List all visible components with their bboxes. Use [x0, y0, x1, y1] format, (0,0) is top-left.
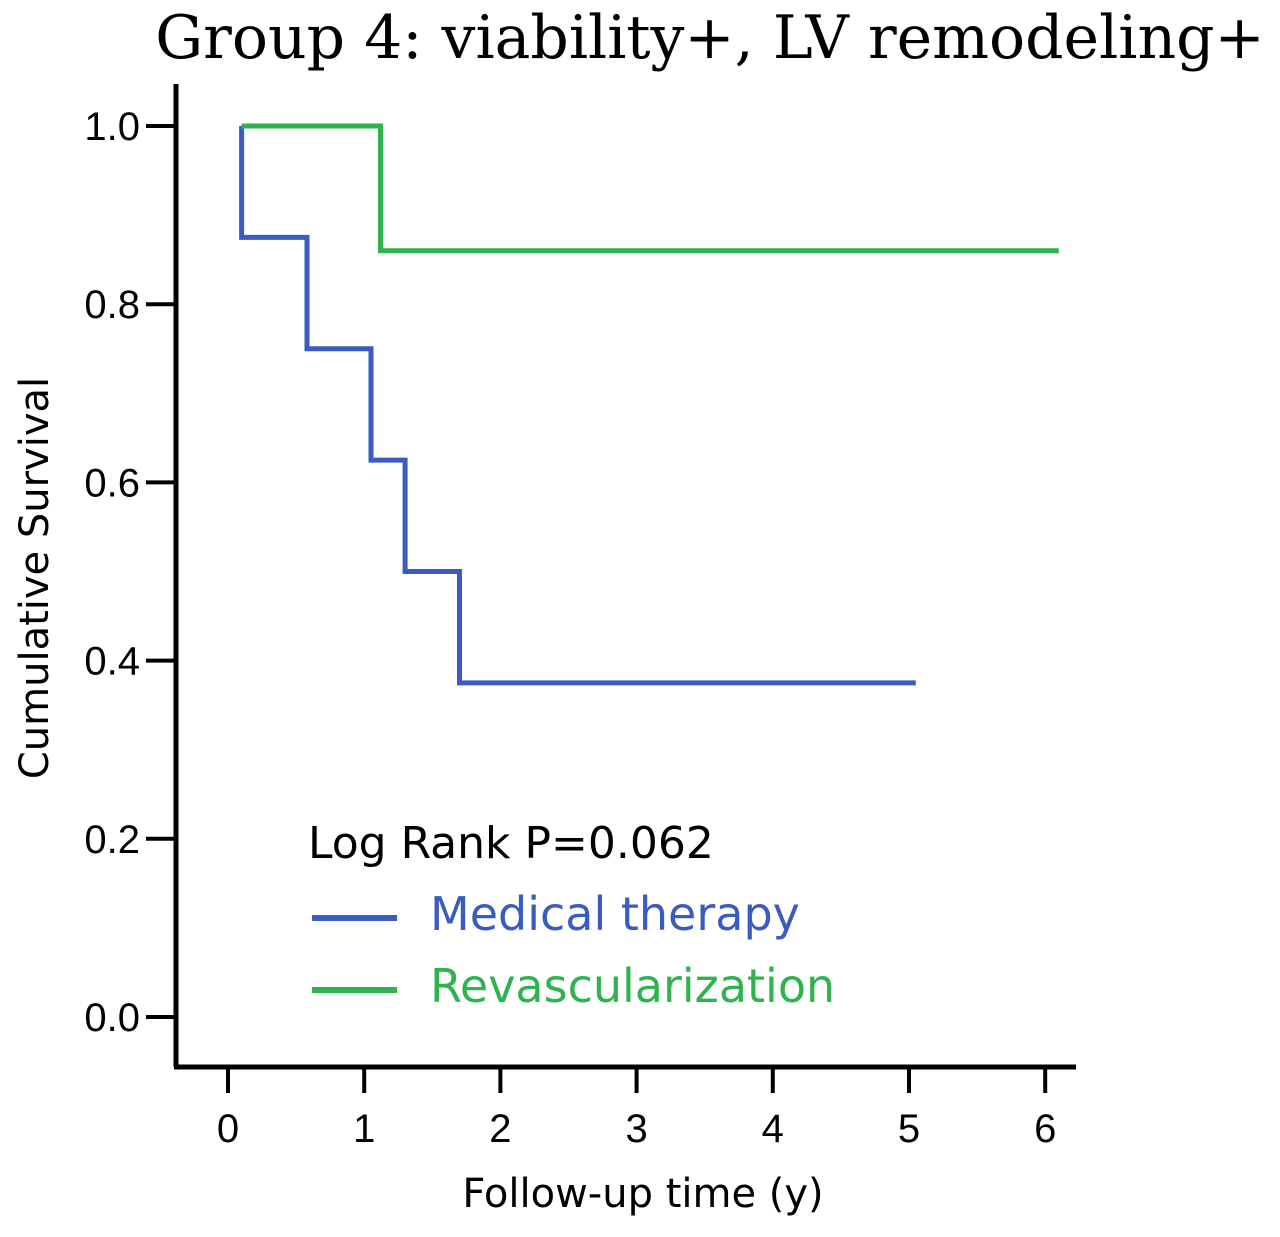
- series-layer: [239, 123, 1059, 686]
- x-tick-label: 3: [625, 1107, 647, 1151]
- y-tick-label: 0.6: [84, 461, 140, 505]
- x-tick-label: 6: [1034, 1107, 1056, 1151]
- x-axis-label: Follow-up time (y): [462, 1171, 823, 1217]
- legend-label-medical-therapy: Medical therapy: [430, 887, 800, 941]
- x-tick-label: 2: [489, 1107, 511, 1151]
- x-tick-label: 1: [353, 1107, 375, 1151]
- x-tick-label: 0: [217, 1107, 239, 1151]
- legend-label-revascularization: Revascularization: [430, 959, 835, 1013]
- legend: Medical therapy Revascularization: [312, 887, 835, 1013]
- y-tick-label: 0.2: [84, 818, 140, 862]
- chart-title: Group 4: viability+, LV remodeling+: [155, 3, 1265, 73]
- y-tick-label: 0.0: [84, 996, 140, 1040]
- y-tick-label: 0.8: [84, 283, 140, 327]
- x-tick-label: 4: [762, 1107, 784, 1151]
- series-line-medical-therapy: [239, 126, 916, 686]
- axes: [173, 84, 1076, 1070]
- log-rank-annotation: Log Rank P=0.062: [308, 818, 714, 869]
- y-axis-label: Cumulative Survival: [12, 377, 58, 779]
- y-tick-label: 0.4: [84, 640, 140, 684]
- series-line-revascularization: [241, 123, 1059, 254]
- x-tick-label: 5: [898, 1107, 920, 1151]
- y-tick-label: 1.0: [84, 105, 140, 149]
- ticks: 0.0 0.2 0.4 0.6 0.8 1.0 0 1 2 3 4 5 6: [84, 105, 1056, 1151]
